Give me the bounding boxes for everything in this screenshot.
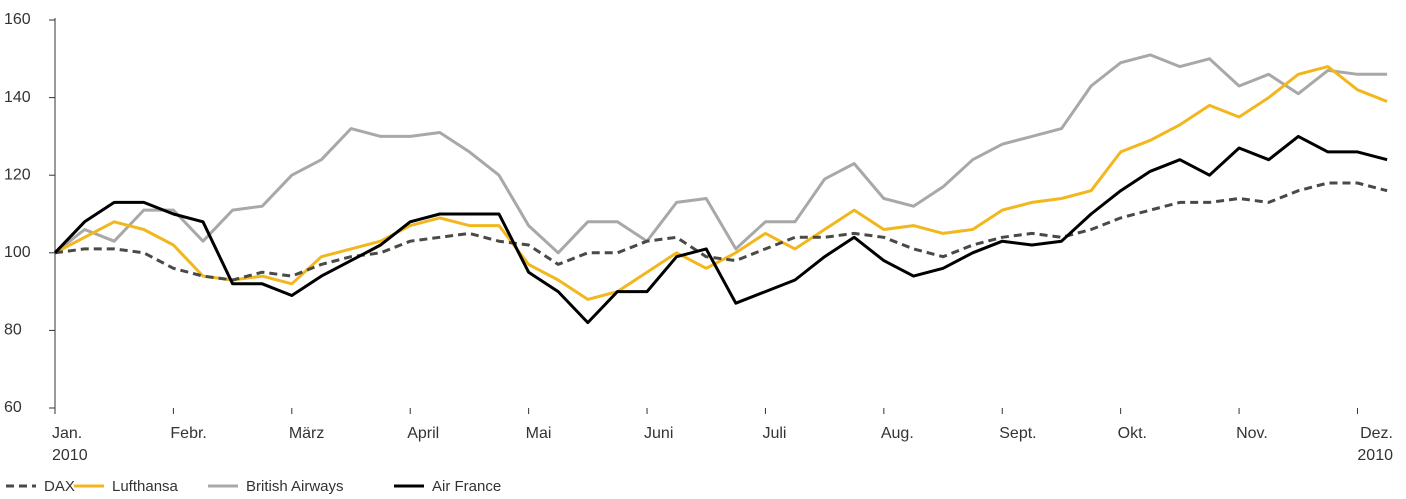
x-tick-label: Aug. (881, 425, 914, 442)
y-tick-label: 80 (4, 322, 22, 339)
x-tick-label: Jan. (52, 425, 82, 442)
legend-label: Air France (432, 478, 501, 494)
x-tick-label: Juni (644, 425, 673, 442)
y-tick-label: 160 (4, 11, 31, 28)
legend-label: DAX (44, 478, 75, 494)
x-year-label: 2010 (1357, 447, 1393, 464)
y-tick-label: 60 (4, 399, 22, 416)
x-tick-label: Sept. (999, 425, 1036, 442)
x-tick-label: Okt. (1118, 425, 1147, 442)
series-line (53, 134, 1388, 325)
y-tick-label: 140 (4, 89, 31, 106)
x-year-label: 2010 (52, 447, 88, 464)
legend-label: British Airways (246, 478, 344, 494)
x-tick-label: Mai (526, 425, 552, 442)
series-line (54, 53, 1388, 255)
x-tick-label: März (289, 425, 325, 442)
x-tick-label: Febr. (170, 425, 206, 442)
y-tick-label: 100 (4, 244, 31, 261)
x-tick-label: April (407, 425, 439, 442)
legend-label: Lufthansa (112, 478, 179, 494)
x-tick-label: Nov. (1236, 425, 1268, 442)
x-tick-label: Juli (762, 425, 786, 442)
series-line (54, 181, 1388, 282)
series-line (54, 65, 1388, 301)
y-tick-label: 120 (4, 166, 31, 183)
x-tick-label: Dez. (1360, 425, 1393, 442)
